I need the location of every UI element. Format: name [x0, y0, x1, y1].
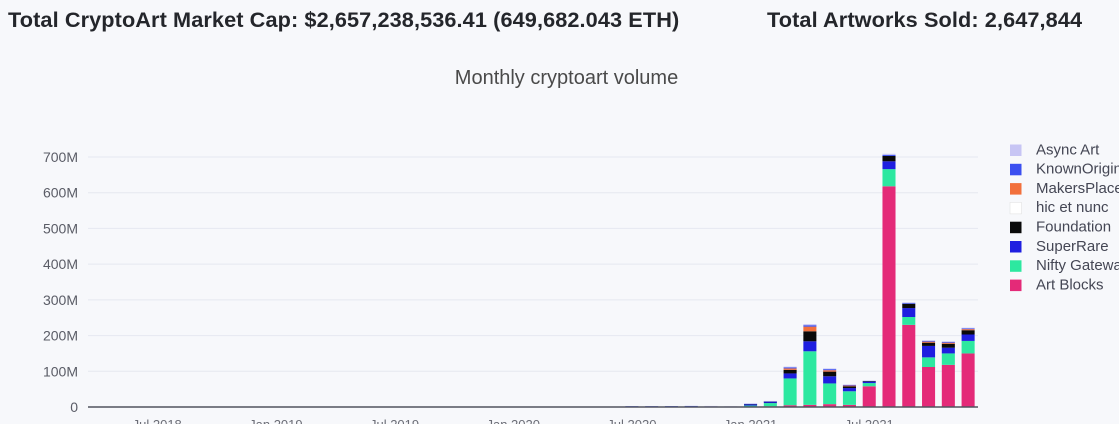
svg-text:Art Blocks: Art Blocks: [1036, 276, 1104, 293]
svg-text:Nifty Gateway: Nifty Gateway: [1036, 257, 1119, 274]
svg-text:Jul 2019: Jul 2019: [370, 417, 419, 424]
svg-text:Jan 2020: Jan 2020: [486, 417, 540, 424]
svg-text:600M: 600M: [43, 185, 78, 201]
svg-text:500M: 500M: [43, 220, 78, 236]
svg-text:Jan 2021: Jan 2021: [724, 417, 778, 424]
svg-text:Jul 2020: Jul 2020: [607, 417, 656, 424]
svg-text:SuperRare: SuperRare: [1036, 238, 1109, 255]
svg-text:700M: 700M: [43, 149, 78, 165]
svg-text:KnownOrigin: KnownOrigin: [1036, 161, 1119, 178]
svg-text:200M: 200M: [43, 328, 78, 344]
svg-text:Async Art: Async Art: [1036, 141, 1100, 158]
svg-text:0: 0: [70, 399, 78, 415]
svg-text:Jan 2019: Jan 2019: [249, 417, 303, 424]
svg-text:400M: 400M: [43, 256, 78, 272]
svg-text:300M: 300M: [43, 292, 78, 308]
svg-text:Foundation: Foundation: [1036, 219, 1111, 236]
svg-text:MakersPlace: MakersPlace: [1036, 180, 1119, 197]
svg-text:hic et nunc: hic et nunc: [1036, 199, 1109, 216]
svg-text:Jul 2021: Jul 2021: [845, 417, 894, 424]
svg-text:Jul 2018: Jul 2018: [133, 417, 182, 424]
svg-text:100M: 100M: [43, 363, 78, 379]
